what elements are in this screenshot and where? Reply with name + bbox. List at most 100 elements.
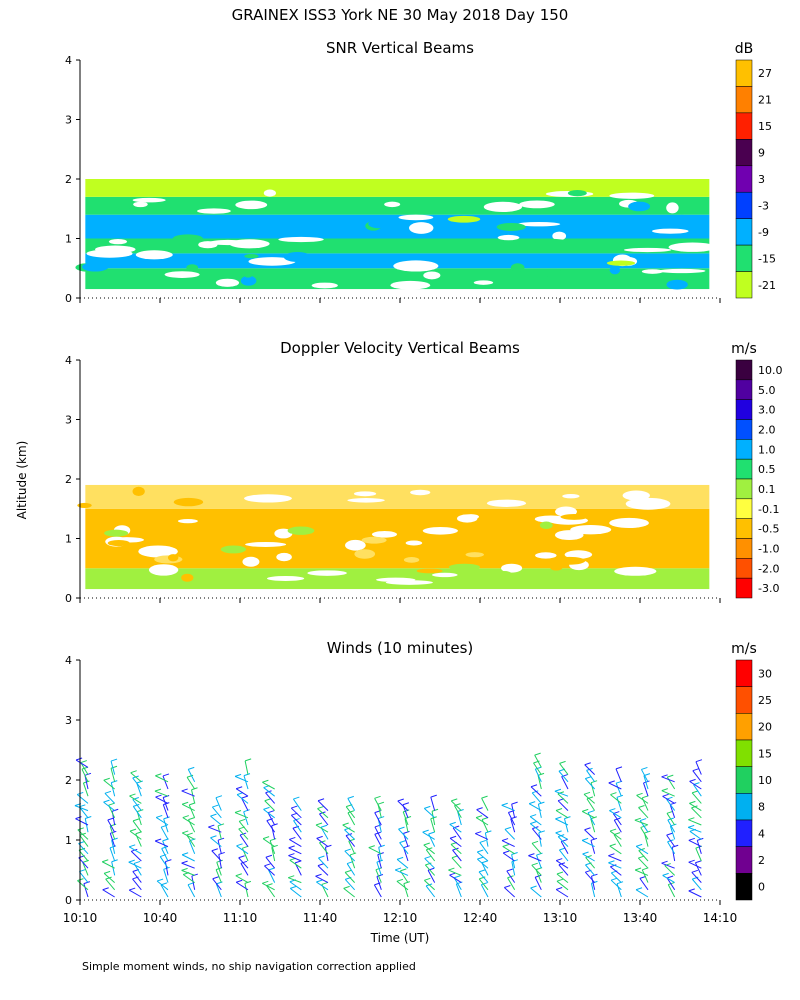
echo-gap <box>473 280 494 285</box>
wind-barb-flag <box>181 860 188 864</box>
wind-barb <box>448 869 462 876</box>
wind-barb-flag <box>423 842 430 846</box>
wind-barb-flag <box>234 773 242 777</box>
wind-barb <box>132 806 142 819</box>
wind-barb-flag <box>609 808 616 812</box>
echo-gap <box>132 197 166 203</box>
wind-barb-flag <box>403 830 410 834</box>
wind-barb <box>531 842 542 855</box>
echo-gap <box>164 271 200 278</box>
echo-patch <box>550 565 563 571</box>
echo-gap <box>133 201 148 208</box>
wind-barb-flag <box>269 838 277 842</box>
wind-barb-flag <box>293 818 300 822</box>
colorbar-label: -2.0 <box>758 562 779 575</box>
wind-barb <box>452 849 462 862</box>
colorbar-label: 20 <box>758 721 772 734</box>
wind-barb-flag <box>672 844 679 848</box>
wind-barb-flag <box>378 844 385 848</box>
echo-gap <box>519 200 555 209</box>
wind-barb <box>132 871 142 883</box>
wind-barb <box>271 847 276 862</box>
echo-gap <box>371 531 398 538</box>
wind-barb <box>154 840 169 848</box>
wind-barb-flag <box>156 814 163 818</box>
wind-barb <box>110 760 116 775</box>
wind-barb-flag <box>240 860 248 864</box>
wind-barb <box>103 801 115 811</box>
wind-barb <box>289 888 302 898</box>
wind-barb <box>104 792 116 804</box>
echo-patch <box>204 540 229 549</box>
colorbar-label: -21 <box>758 279 776 292</box>
wind-barb-flag <box>555 830 562 834</box>
colorbar-swatch <box>735 518 753 539</box>
wind-barb-flag <box>504 885 511 889</box>
echo-gap <box>456 514 478 523</box>
wind-barb-flag <box>475 815 483 819</box>
colorbar-swatch <box>735 478 753 500</box>
wind-barb <box>377 854 382 869</box>
wind-barb <box>695 761 702 775</box>
wind-barb-flag <box>315 822 323 826</box>
colorbar-swatch <box>735 165 753 193</box>
wind-barb <box>449 823 462 833</box>
wind-barb <box>634 869 649 876</box>
wind-barb-flag <box>531 840 539 844</box>
wind-barb-flag <box>108 802 115 806</box>
echo-gap <box>625 497 671 510</box>
wind-barb-flag <box>688 859 695 863</box>
echo-gap <box>307 570 347 576</box>
colorbar-label: 15 <box>758 120 772 133</box>
y-tick-label: 0 <box>65 592 72 605</box>
wind-barb-flag <box>368 845 375 849</box>
wind-barb <box>666 798 676 811</box>
wind-barb-flag <box>236 786 243 790</box>
echo-gap <box>555 530 584 541</box>
wind-barb <box>345 806 356 819</box>
y-tick-label: 3 <box>65 114 72 127</box>
echo-patch <box>244 569 260 577</box>
wind-barb-flag <box>529 801 536 805</box>
wind-barb <box>162 804 169 818</box>
wind-barb <box>160 826 169 840</box>
colorbar-swatch <box>735 139 753 167</box>
wind-barb <box>266 885 276 898</box>
wind-barb-flag <box>422 829 429 833</box>
wind-barb <box>610 794 622 804</box>
colorbar-swatch <box>735 271 753 299</box>
wind-barb <box>507 877 516 891</box>
echo-patch <box>495 571 514 581</box>
wind-barb <box>511 861 516 876</box>
echo-patch <box>240 275 257 286</box>
wind-barb-flag <box>83 881 91 885</box>
colorbar-swatch <box>735 439 753 460</box>
echo-patch <box>666 279 688 290</box>
wind-barb-flag <box>585 855 592 858</box>
wind-barb <box>292 798 302 811</box>
wind-barb-flag <box>587 810 595 814</box>
wind-barb <box>667 884 676 898</box>
echo-patch <box>560 514 588 520</box>
wind-barb-flag <box>264 863 271 867</box>
wind-barb <box>696 840 702 854</box>
wind-barb-flag <box>396 878 404 882</box>
wind-barb <box>262 781 275 790</box>
wind-barb <box>530 887 542 898</box>
wind-barb-flag <box>666 832 673 836</box>
wind-barb <box>267 812 276 826</box>
wind-barb-flag <box>424 805 431 809</box>
wind-barb-flag <box>582 851 589 855</box>
wind-barb-flag <box>478 869 486 873</box>
wind-barb-flag <box>695 860 702 864</box>
colorbar-label: 1.0 <box>758 443 776 456</box>
wind-barb <box>238 820 249 833</box>
wind-barb-flag <box>317 863 325 867</box>
wind-barb <box>590 782 596 797</box>
wind-barb <box>691 807 702 819</box>
wind-barb-flag <box>559 760 566 764</box>
wind-barb-flag <box>538 830 545 834</box>
wind-barb-flag <box>182 801 189 805</box>
wind-barb-flag <box>636 792 643 796</box>
wind-barb-flag <box>608 780 615 784</box>
